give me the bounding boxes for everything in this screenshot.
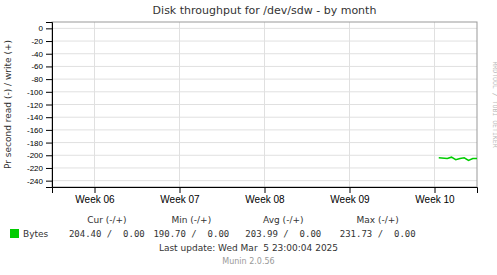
y-tick-label: -80 bbox=[31, 75, 43, 84]
y-axis: 0 -20 -40 -60 -80 -100 -120 -140 -160 -180 -200 -22… bbox=[27, 23, 53, 188]
marks bbox=[439, 157, 477, 160]
y-tick-label: -180 bbox=[27, 139, 44, 148]
y-tick-label: -220 bbox=[27, 164, 44, 173]
footer-last-update: Last update: Wed Mar 5 23:00:04 2025 bbox=[159, 243, 338, 253]
y-tick: -220 bbox=[27, 164, 52, 173]
y-tick-label: -140 bbox=[27, 113, 44, 122]
y-tick-label: -120 bbox=[27, 101, 44, 110]
x-tick: Week 10 bbox=[415, 187, 455, 205]
footer-value: 190.70 / 0.00 bbox=[153, 229, 229, 239]
x-tick-label: Week 06 bbox=[75, 194, 115, 205]
y-tick-mark bbox=[46, 168, 52, 169]
x-tick-mark bbox=[95, 187, 96, 193]
y-tick: 0 bbox=[39, 24, 52, 33]
grid bbox=[52, 22, 477, 187]
y-tick-mark bbox=[46, 66, 52, 67]
y-tick: -80 bbox=[31, 75, 52, 84]
plot: Week 06 Week 07 Week 08 Week 09 Week 10 0 -20 -… bbox=[27, 22, 478, 205]
y-tick: -160 bbox=[27, 126, 52, 135]
footer-header: Cur (-/+) bbox=[87, 215, 126, 225]
x-tick-label: Week 08 bbox=[245, 194, 285, 205]
x-tick-mark bbox=[180, 187, 181, 193]
title: Disk throughput for /dev/sdw - by month bbox=[153, 4, 377, 17]
legend-swatch bbox=[10, 229, 19, 238]
grid-line-x bbox=[179, 22, 180, 187]
y-tick-label: -160 bbox=[27, 126, 44, 135]
footer-value: 204.40 / 0.00 bbox=[69, 229, 145, 239]
grid-line-x bbox=[434, 22, 435, 187]
x-tick-mark bbox=[265, 187, 266, 193]
y-tick-label: -40 bbox=[31, 50, 43, 59]
x-tick: Week 09 bbox=[330, 187, 370, 205]
watermark: RRDTOOL / TOBI OETIKER bbox=[491, 61, 497, 147]
y-axis-title: Pr second read (-) / write (+) bbox=[3, 40, 13, 169]
x-tick: Week 08 bbox=[245, 187, 285, 205]
footer-header: Avg (-/+) bbox=[263, 215, 303, 225]
y-tick-mark bbox=[46, 117, 52, 118]
x-tick-label: Week 09 bbox=[330, 194, 370, 205]
x-tick-mark bbox=[350, 187, 351, 193]
y-tick-mark bbox=[46, 143, 52, 144]
grid-line-x bbox=[94, 22, 95, 187]
y-tick-label: -240 bbox=[27, 177, 44, 186]
x-axis: Week 06 Week 07 Week 08 Week 09 Week 10 bbox=[53, 187, 478, 205]
footer-value: 203.99 / 0.00 bbox=[245, 229, 321, 239]
y-tick-label: -20 bbox=[31, 37, 43, 46]
footer-header: Min (-/+) bbox=[172, 215, 212, 225]
x-axis-line bbox=[53, 188, 478, 194]
legend-label: Bytes bbox=[23, 229, 49, 239]
footer-value: 231.73 / 0.00 bbox=[340, 229, 416, 239]
y-tick-mark bbox=[46, 130, 52, 131]
y-tick-mark bbox=[46, 92, 52, 93]
y-tick: -240 bbox=[27, 177, 52, 186]
x-tick-label: Week 07 bbox=[160, 194, 200, 205]
y-tick-mark bbox=[46, 28, 52, 29]
y-tick-mark bbox=[46, 105, 52, 106]
grid-line-x bbox=[264, 22, 265, 187]
legend: Bytes bbox=[10, 229, 49, 239]
y-axis-line bbox=[46, 23, 53, 188]
y-tick-mark bbox=[46, 41, 52, 42]
y-tick: -180 bbox=[27, 139, 52, 148]
x-tick-mark bbox=[435, 187, 436, 193]
x-tick-label: Week 10 bbox=[415, 194, 455, 205]
y-tick: -140 bbox=[27, 113, 52, 122]
plot-frame bbox=[52, 22, 477, 187]
footer-header: Max (-/+) bbox=[357, 215, 399, 225]
y-tick-label: -200 bbox=[27, 151, 44, 160]
x-tick: Week 07 bbox=[160, 187, 200, 205]
y-tick: -40 bbox=[31, 50, 52, 59]
y-tick: -60 bbox=[31, 62, 52, 71]
y-tick: -100 bbox=[27, 88, 52, 97]
grid-line-x bbox=[349, 22, 350, 187]
y-tick-label: 0 bbox=[39, 24, 44, 33]
line bbox=[439, 157, 477, 160]
y-tick: -120 bbox=[27, 101, 52, 110]
x-tick: Week 06 bbox=[75, 187, 115, 205]
chart: Week 06 Week 07 Week 08 Week 09 Week 10 0 -20 -… bbox=[0, 0, 497, 275]
y-tick-mark bbox=[46, 155, 52, 156]
y-tick: -20 bbox=[31, 37, 52, 46]
y-tick-mark bbox=[46, 181, 52, 182]
y-tick-mark bbox=[46, 54, 52, 55]
y-tick-label: -60 bbox=[31, 62, 43, 71]
y-tick-mark bbox=[46, 79, 52, 80]
footer-version: Munin 2.0.56 bbox=[222, 257, 274, 266]
y-tick-label: -100 bbox=[27, 88, 44, 97]
y-tick: -200 bbox=[27, 151, 52, 160]
